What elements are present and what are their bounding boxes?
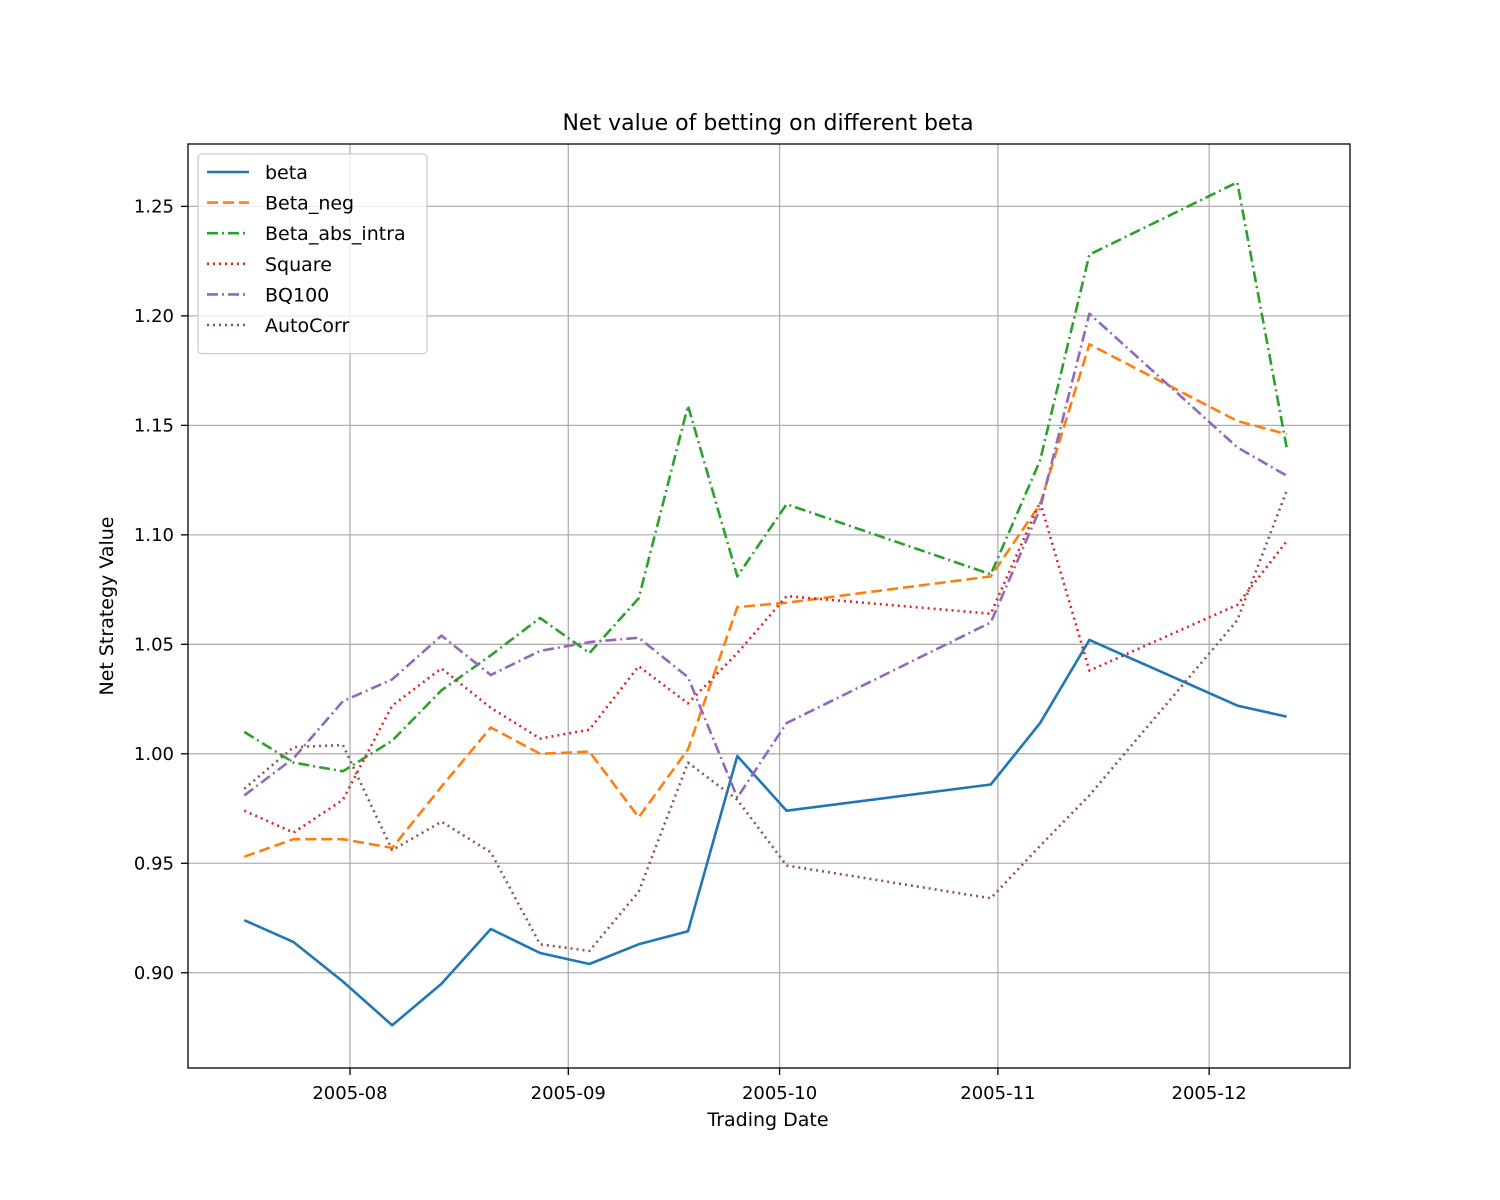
y-tick-label: 1.25	[134, 196, 174, 217]
series-line-beta-neg	[243, 342, 1287, 858]
y-tick-label: 0.95	[134, 853, 174, 874]
chart-title: Net value of betting on different beta	[562, 111, 973, 136]
x-axis-label: Trading Date	[706, 1109, 828, 1131]
plot-area-frame	[187, 143, 1351, 1069]
y-tick-label: 1.10	[134, 525, 174, 546]
grid-lines	[188, 144, 1350, 1068]
legend-label: AutoCorr	[265, 315, 349, 337]
y-axis-ticks: 0.90 0.95 1.00 1.05 1.10 1.15 1.20 1.25	[134, 196, 188, 984]
legend-label: BQ100	[265, 284, 329, 306]
y-tick-label: 1.15	[134, 415, 174, 436]
y-tick-label: 0.90	[134, 963, 174, 984]
legend-label: Beta_abs_intra	[265, 223, 406, 245]
y-tick-label: 1.00	[134, 744, 174, 765]
series-line-autocorr	[243, 490, 1288, 953]
legend-label: beta	[265, 162, 308, 184]
legend-box	[197, 153, 428, 355]
x-tick-label: 2005-12	[1172, 1083, 1247, 1104]
x-tick-label: 2005-11	[960, 1083, 1035, 1104]
y-tick-label: 1.05	[134, 634, 174, 655]
legend-label: Beta_neg	[265, 193, 354, 215]
y-axis-label: Net Strategy Value	[96, 516, 118, 695]
x-axis-ticks: 2005-08 2005-09 2005-10 2005-11 2005-12	[312, 1068, 1247, 1104]
y-tick-label: 1.20	[134, 306, 174, 327]
x-tick-label: 2005-08	[312, 1083, 387, 1104]
legend-label: Square	[265, 254, 332, 276]
series-line-bq100	[243, 312, 1288, 799]
x-tick-label: 2005-10	[742, 1083, 817, 1104]
series-line-beta-abs-intra	[243, 181, 1288, 773]
x-tick-label: 2005-09	[531, 1083, 606, 1104]
series-line-beta	[243, 638, 1287, 1027]
legend: beta Beta_neg Beta_abs_intra Square BQ100 Aut…	[197, 153, 428, 355]
series-lines	[243, 181, 1288, 1027]
